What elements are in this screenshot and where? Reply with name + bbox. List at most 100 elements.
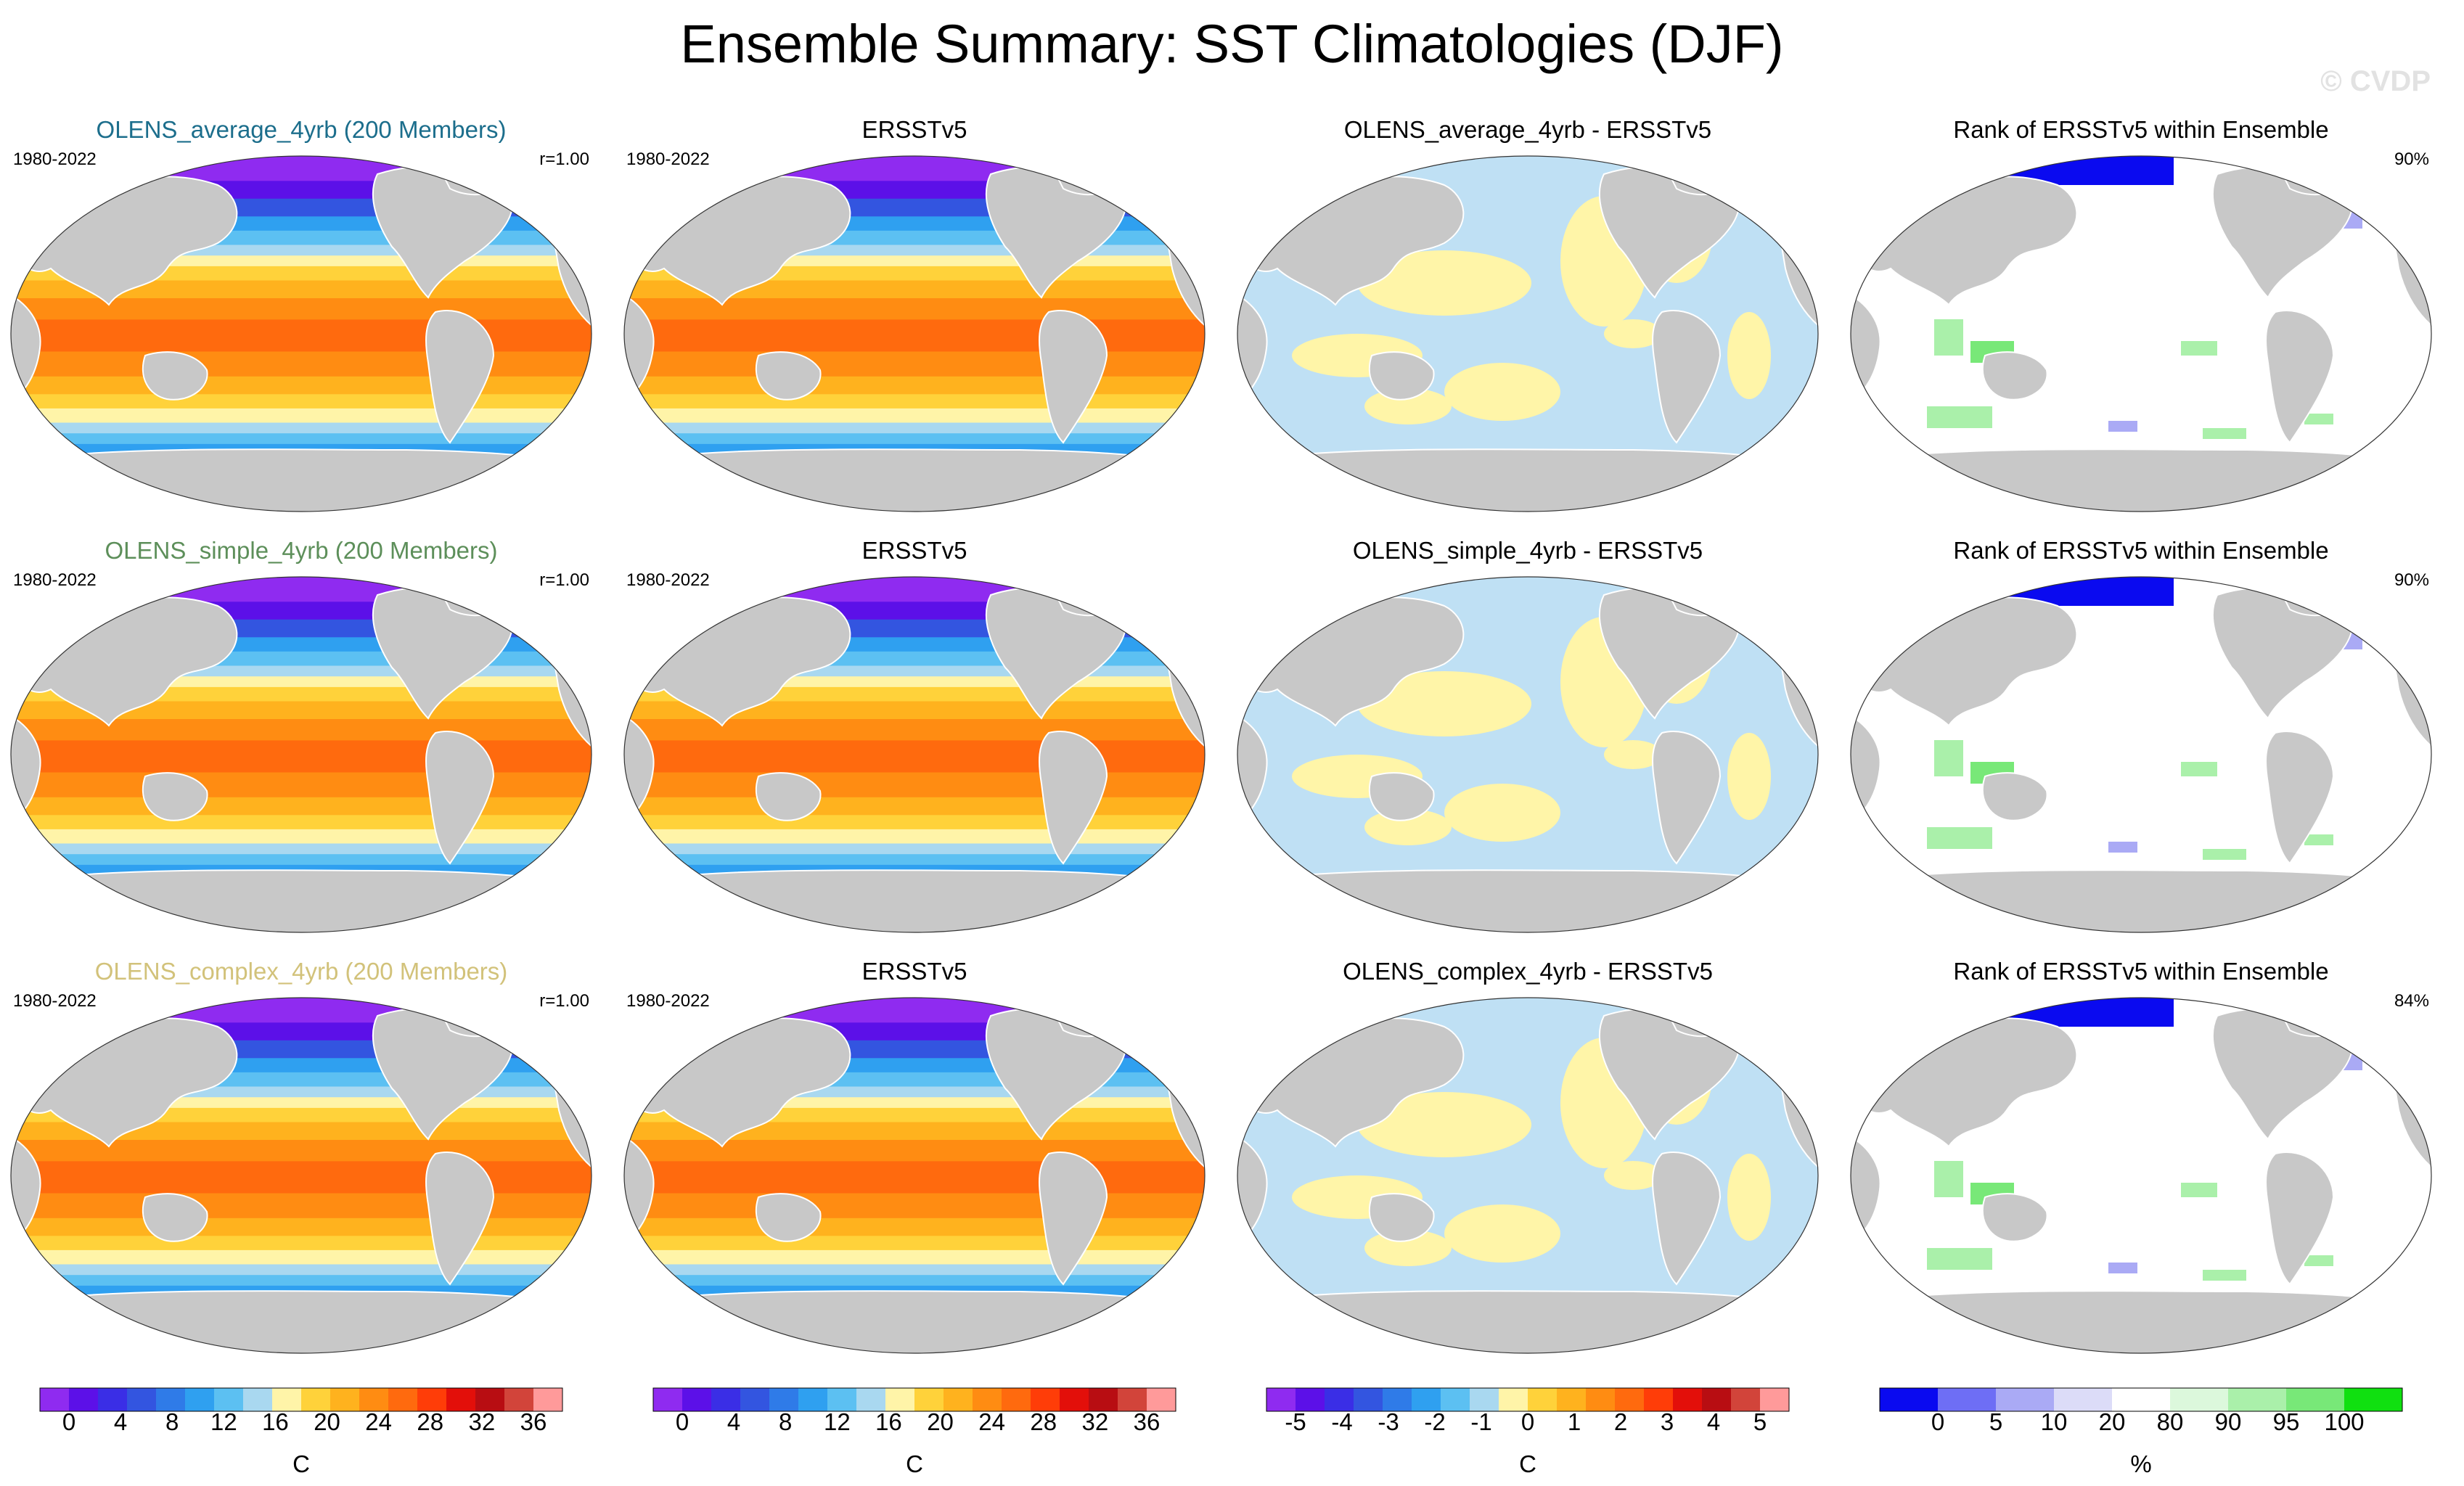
panel-obs-row2: ERSSTv5 1980-2022 — [613, 537, 1216, 943]
sst-band — [11, 829, 592, 845]
colorbar-swatch — [475, 1388, 505, 1411]
colorbar-swatch — [2170, 1388, 2229, 1411]
colorbar-swatch — [214, 1388, 244, 1411]
land-mass — [425, 310, 495, 444]
rank-area-percent: 90% — [2394, 570, 2429, 590]
colorbar-swatch — [1441, 1388, 1470, 1411]
panel-diff-row1: OLENS_average_4yrb - ERSSTv5 — [1227, 116, 1829, 522]
colorbar-swatch — [2344, 1388, 2403, 1411]
land-mass — [425, 731, 495, 865]
sst-band — [624, 998, 1205, 1024]
colorbar-swatches: 0 4 8 12 16 20 24 28 32 36 — [652, 1387, 1176, 1435]
sst-band — [11, 998, 592, 1024]
land-mass — [1652, 1152, 1722, 1286]
sst-band — [11, 1236, 592, 1251]
land-mass — [755, 772, 822, 821]
panel-title: OLENS_simple_4yrb - ERSSTv5 — [1352, 537, 1703, 564]
sst-band — [11, 351, 592, 377]
colorbar-tick-label: 90 — [2215, 1408, 2242, 1435]
sst-band — [624, 319, 1205, 353]
world-map — [1237, 576, 1819, 933]
sst-band — [11, 298, 592, 321]
sst-band — [624, 351, 1205, 377]
land-mass — [142, 351, 208, 401]
rank-region — [2108, 421, 2137, 432]
panel-ensemble-row3: OLENS_complex_4yrb (200 Members) 1980-20… — [0, 958, 602, 1364]
land-mass — [1039, 1152, 1108, 1286]
colorbar-swatch — [1002, 1388, 1031, 1411]
colorbar-tick-label: -2 — [1424, 1408, 1445, 1435]
colorbar-units: C — [1519, 1450, 1536, 1477]
colorbar-swatch — [156, 1388, 186, 1411]
land-mass — [1652, 310, 1722, 444]
panel-ensemble-row1: OLENS_average_4yrb (200 Members) 1980-20… — [0, 116, 602, 522]
colorbar-tick-label: 1 — [1568, 1408, 1581, 1435]
land-mass — [1039, 310, 1108, 444]
sst-band — [624, 719, 1205, 742]
sst-band — [624, 772, 1205, 798]
panel-title: ERSSTv5 — [861, 116, 967, 143]
warm-bias-region — [1727, 733, 1771, 820]
colorbar-swatch — [711, 1388, 741, 1411]
sst-band — [11, 740, 592, 773]
colorbar-swatch — [417, 1388, 447, 1411]
world-map — [10, 155, 592, 512]
colorbar-swatch — [243, 1388, 273, 1411]
sst-band — [624, 394, 1205, 409]
sst-band — [624, 1264, 1205, 1276]
colorbar-swatches: -5 -4 -3 -2 -1 0 1 2 3 4 5 — [1266, 1387, 1790, 1435]
colorbar-swatch — [973, 1388, 1002, 1411]
sst-band — [624, 1161, 1205, 1194]
colorbar-tick-label: 0 — [1521, 1408, 1534, 1435]
colorbar-swatch — [1673, 1388, 1703, 1411]
colorbar-tick-label: 28 — [417, 1408, 443, 1435]
sst-band — [624, 1193, 1205, 1219]
colorbar-swatch — [2054, 1388, 2113, 1411]
world-map — [1850, 576, 2432, 933]
colorbar-swatch — [1354, 1388, 1383, 1411]
warm-bias-region — [1444, 1204, 1560, 1263]
warm-bias-region — [1444, 784, 1560, 842]
colorbar-tick-label: -3 — [1378, 1408, 1399, 1435]
colorbar-swatch — [1266, 1388, 1296, 1411]
colorbar-swatch — [1499, 1388, 1528, 1411]
colorbar-diff: -5 -4 -3 -2 -1 0 1 2 3 4 5 C — [1227, 1384, 1829, 1485]
world-map — [1850, 155, 2432, 512]
sst-band — [11, 319, 592, 353]
colorbar-tick-label: 16 — [262, 1408, 289, 1435]
warm-bias-region — [1357, 250, 1531, 316]
colorbar-swatch — [127, 1388, 157, 1411]
panel-diff-row3: OLENS_complex_4yrb - ERSSTv5 — [1227, 958, 1829, 1364]
sst-band — [624, 1275, 1205, 1286]
sst-band — [624, 422, 1205, 435]
panel-ensemble-row2: OLENS_simple_4yrb (200 Members) 1980-202… — [0, 537, 602, 943]
colorbar-tick-label: 20 — [927, 1408, 954, 1435]
rank-region — [2203, 1270, 2246, 1281]
land-mass — [142, 772, 208, 821]
colorbar-tick-label: 36 — [1134, 1408, 1161, 1435]
colorbar-tick-label: 95 — [2273, 1408, 2300, 1435]
colorbar-tick-label: 32 — [1082, 1408, 1109, 1435]
sst-band — [11, 1022, 592, 1041]
colorbar-swatch — [40, 1388, 70, 1411]
panel-title: OLENS_simple_4yrb (200 Members) — [105, 537, 498, 564]
colorbar-swatches: 0 5 10 20 80 90 95 100 — [1879, 1387, 2403, 1435]
rank-region — [1934, 1161, 1963, 1197]
colorbar-tick-label: 2 — [1614, 1408, 1627, 1435]
sst-band — [11, 1193, 592, 1219]
colorbar-swatch — [1412, 1388, 1441, 1411]
sst-band — [624, 829, 1205, 845]
world-map — [10, 997, 592, 1354]
panel-rank-row1: Rank of ERSSTv5 within Ensemble 90% — [1840, 116, 2442, 522]
colorbar-tick-label: 0 — [62, 1408, 75, 1435]
panel-title: OLENS_average_4yrb (200 Members) — [96, 116, 507, 143]
colorbar-swatch — [1325, 1388, 1354, 1411]
rank-region — [2304, 1255, 2333, 1266]
colorbar-tick-label: 4 — [1707, 1408, 1720, 1435]
map-outline — [10, 155, 592, 512]
panel-title: OLENS_complex_4yrb (200 Members) — [94, 958, 508, 985]
warm-bias-region — [1727, 312, 1771, 399]
colorbar-tick-label: 100 — [2324, 1408, 2364, 1435]
rank-region — [2181, 1183, 2217, 1197]
world-map — [623, 576, 1206, 933]
